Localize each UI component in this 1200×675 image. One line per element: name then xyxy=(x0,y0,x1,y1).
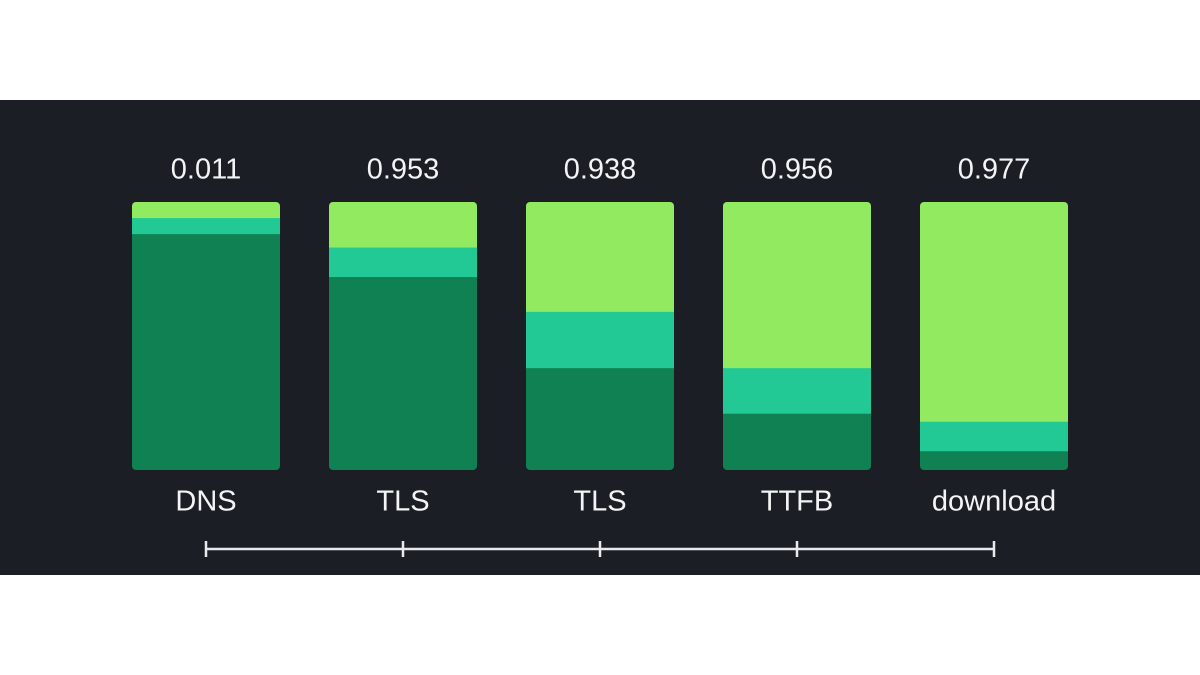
bar-segment xyxy=(526,311,674,369)
stacked-bar xyxy=(132,202,280,470)
column-label: download xyxy=(932,486,1056,518)
stacked-bar xyxy=(329,202,477,470)
column-value: 0.977 xyxy=(958,154,1031,186)
bar-segment xyxy=(723,368,871,415)
bar-segment xyxy=(132,202,280,219)
column-label: TLS xyxy=(573,486,626,518)
column-value: 0.938 xyxy=(564,154,637,186)
bar-segment xyxy=(920,451,1068,470)
bar-segment xyxy=(329,247,477,278)
bar-segment xyxy=(132,234,280,470)
bar-segment xyxy=(132,218,280,235)
stacked-bar xyxy=(723,202,871,470)
bar-segment xyxy=(723,202,871,369)
column-value: 0.956 xyxy=(761,154,834,186)
column-value: 0.011 xyxy=(171,154,241,186)
stacked-bar xyxy=(526,202,674,470)
column-value: 0.953 xyxy=(367,154,440,186)
bar-segment xyxy=(526,368,674,470)
bar-segment xyxy=(723,413,871,470)
bar-segment xyxy=(526,202,674,313)
stacked-bar xyxy=(920,202,1068,470)
bar-segment xyxy=(329,277,477,470)
column-label: TLS xyxy=(376,486,429,518)
column-label: TTFB xyxy=(761,486,834,518)
bar-segment xyxy=(329,202,477,249)
bar-segment xyxy=(920,202,1068,423)
bar-segment xyxy=(920,421,1068,452)
column-label: DNS xyxy=(175,486,236,518)
